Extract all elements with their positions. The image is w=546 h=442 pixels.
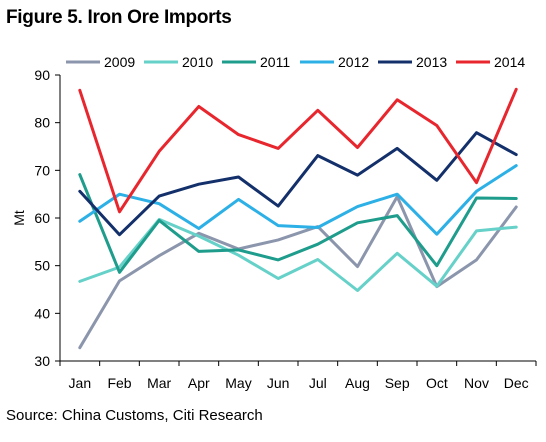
legend-label-2011: 2011 bbox=[260, 54, 290, 70]
series-line-2011 bbox=[78, 173, 518, 274]
chart-series bbox=[78, 87, 518, 350]
chart-legend: 2009 2010 2011 2012 2013 2014 bbox=[66, 54, 525, 70]
chart-axes: 30 40 50 60 70 80 90 Jan Feb Mar Apr May Jun Jul Aug Se… bbox=[11, 67, 537, 391]
legend-label-2010: 2010 bbox=[182, 54, 213, 70]
x-tick-label: Mar bbox=[147, 375, 171, 391]
x-tick-label: Aug bbox=[345, 375, 370, 391]
legend-label-2009: 2009 bbox=[104, 54, 135, 70]
y-tick-label: 60 bbox=[34, 210, 50, 226]
y-tick-label: 50 bbox=[34, 258, 50, 274]
source-note: Source: China Customs, Citi Research bbox=[6, 407, 263, 424]
series-line-2010 bbox=[78, 217, 518, 292]
series-line-2013 bbox=[78, 131, 518, 237]
x-tick-label: Nov bbox=[464, 375, 489, 391]
y-tick-label: 70 bbox=[34, 162, 50, 178]
x-tick-label: May bbox=[225, 375, 251, 391]
y-tick-label: 30 bbox=[34, 353, 50, 369]
x-tick-label: Oct bbox=[426, 375, 448, 391]
y-tick-label: 80 bbox=[34, 115, 50, 131]
y-tick-label: 40 bbox=[34, 305, 50, 321]
x-tick-label: Jan bbox=[69, 375, 92, 391]
series-line-2014 bbox=[78, 87, 518, 214]
figure-title: Figure 5. Iron Ore Imports bbox=[6, 7, 232, 28]
legend-label-2014: 2014 bbox=[494, 54, 525, 70]
x-tick-label: Apr bbox=[188, 375, 210, 391]
x-tick-label: Jul bbox=[309, 375, 327, 391]
legend-label-2013: 2013 bbox=[416, 54, 447, 70]
x-tick-label: Jun bbox=[267, 375, 290, 391]
x-tick-label: Sep bbox=[385, 375, 410, 391]
x-tick-label: Dec bbox=[504, 375, 529, 391]
x-tick-label: Feb bbox=[107, 375, 131, 391]
series-line-2012 bbox=[78, 164, 518, 236]
y-tick-label: 90 bbox=[34, 67, 50, 83]
legend-label-2012: 2012 bbox=[338, 54, 369, 70]
series-line-2009 bbox=[78, 195, 518, 350]
y-axis-label: Mt bbox=[11, 210, 27, 226]
